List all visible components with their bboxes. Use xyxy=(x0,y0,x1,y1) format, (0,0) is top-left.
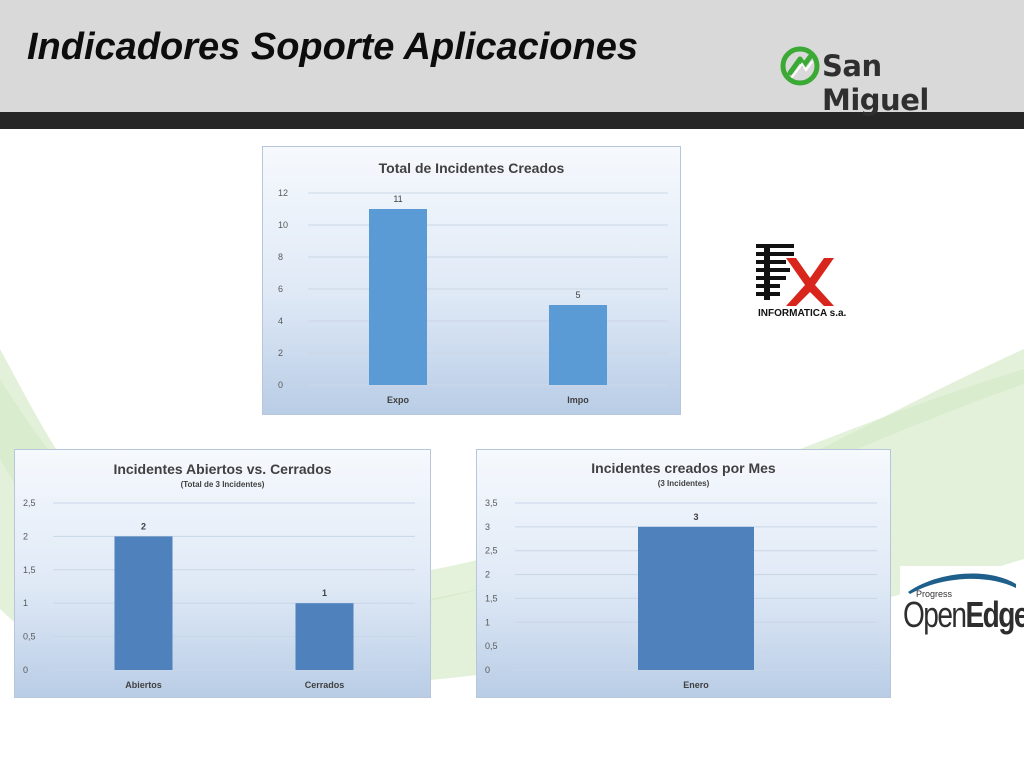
fx-logo-icon xyxy=(756,244,834,306)
chart-incidentes-por-mes: Incidentes creados por Mes (3 Incidentes)… xyxy=(476,449,891,698)
bar-impo xyxy=(549,305,607,385)
header xyxy=(0,0,1024,112)
page-title: Indicadores Soporte Aplicaciones xyxy=(27,26,638,68)
fx-informatica-wordmark: INFORMATICA s.a. xyxy=(758,308,847,319)
y-tick-label: 1,5 xyxy=(485,593,498,603)
y-tick-label: 0,5 xyxy=(485,641,498,651)
bar-value-label: 11 xyxy=(393,194,402,204)
y-tick-label: 6 xyxy=(278,284,283,294)
openedge-progress-label: Progress xyxy=(916,589,953,599)
openedge-wordmark: OpenEdge xyxy=(903,594,1024,635)
fx-informatica-logo: INFORMATICA s.a. xyxy=(752,240,847,324)
bar-enero xyxy=(638,526,754,670)
y-tick-label: 1 xyxy=(23,598,28,608)
bar-expo xyxy=(369,209,427,385)
header-divider xyxy=(0,112,1024,129)
y-tick-label: 2,5 xyxy=(23,498,36,508)
san-miguel-leaf-icon xyxy=(780,46,820,86)
bar-cerrados xyxy=(295,603,354,670)
y-tick-label: 4 xyxy=(278,316,283,326)
bar-value-label: 2 xyxy=(141,521,146,531)
y-tick-label: 3,5 xyxy=(485,498,498,508)
chart-incidentes-por-mes-svg: Incidentes creados por Mes (3 Incidentes)… xyxy=(485,460,877,690)
y-tick-label: 1 xyxy=(485,617,490,627)
openedge-swoosh-icon xyxy=(908,573,1016,594)
chart-total-incidentes: Total de Incidentes Creados 0 2 4 6 8 10 12 11 Ex… xyxy=(262,146,681,415)
chart-subtitle: (Total de 3 Incidentes) xyxy=(181,480,265,489)
category-label: Abiertos xyxy=(125,680,162,690)
chart-title: Incidentes Abiertos vs. Cerrados xyxy=(113,461,331,477)
chart-title: Total de Incidentes Creados xyxy=(379,160,565,176)
y-tick-label: 10 xyxy=(278,220,288,230)
bar-value-label: 5 xyxy=(575,290,580,300)
y-tick-label: 8 xyxy=(278,252,283,262)
bar-value-label: 3 xyxy=(693,512,698,522)
chart-abiertos-cerrados: Incidentes Abiertos vs. Cerrados (Total d… xyxy=(14,449,431,698)
chart-total-incidentes-svg: Total de Incidentes Creados 0 2 4 6 8 10 12 11 Ex… xyxy=(278,160,668,405)
bar-abiertos xyxy=(114,536,173,670)
y-tick-label: 0,5 xyxy=(23,632,36,642)
chart-subtitle: (3 Incidentes) xyxy=(658,479,710,488)
openedge-logo: Progress OpenEdge xyxy=(900,566,1024,636)
y-tick-label: 2 xyxy=(278,348,283,358)
bar-value-label: 1 xyxy=(322,588,327,598)
chart-abiertos-cerrados-svg: Incidentes Abiertos vs. Cerrados (Total d… xyxy=(23,461,415,690)
y-tick-label: 0 xyxy=(485,665,490,675)
y-tick-label: 2 xyxy=(23,531,28,541)
category-label: Expo xyxy=(387,395,410,405)
category-label: Cerrados xyxy=(305,680,345,690)
san-miguel-logo: San Miguel xyxy=(780,46,970,117)
y-tick-label: 3 xyxy=(485,522,490,532)
category-label: Impo xyxy=(567,395,589,405)
y-tick-label: 2 xyxy=(485,570,490,580)
y-tick-label: 12 xyxy=(278,188,288,198)
category-label: Enero xyxy=(683,680,709,690)
y-tick-label: 0 xyxy=(278,380,283,390)
y-tick-label: 2,5 xyxy=(485,546,498,556)
y-tick-label: 0 xyxy=(23,665,28,675)
san-miguel-wordmark: San Miguel xyxy=(822,49,929,117)
y-tick-label: 1,5 xyxy=(23,565,36,575)
chart-title: Incidentes creados por Mes xyxy=(591,460,776,476)
